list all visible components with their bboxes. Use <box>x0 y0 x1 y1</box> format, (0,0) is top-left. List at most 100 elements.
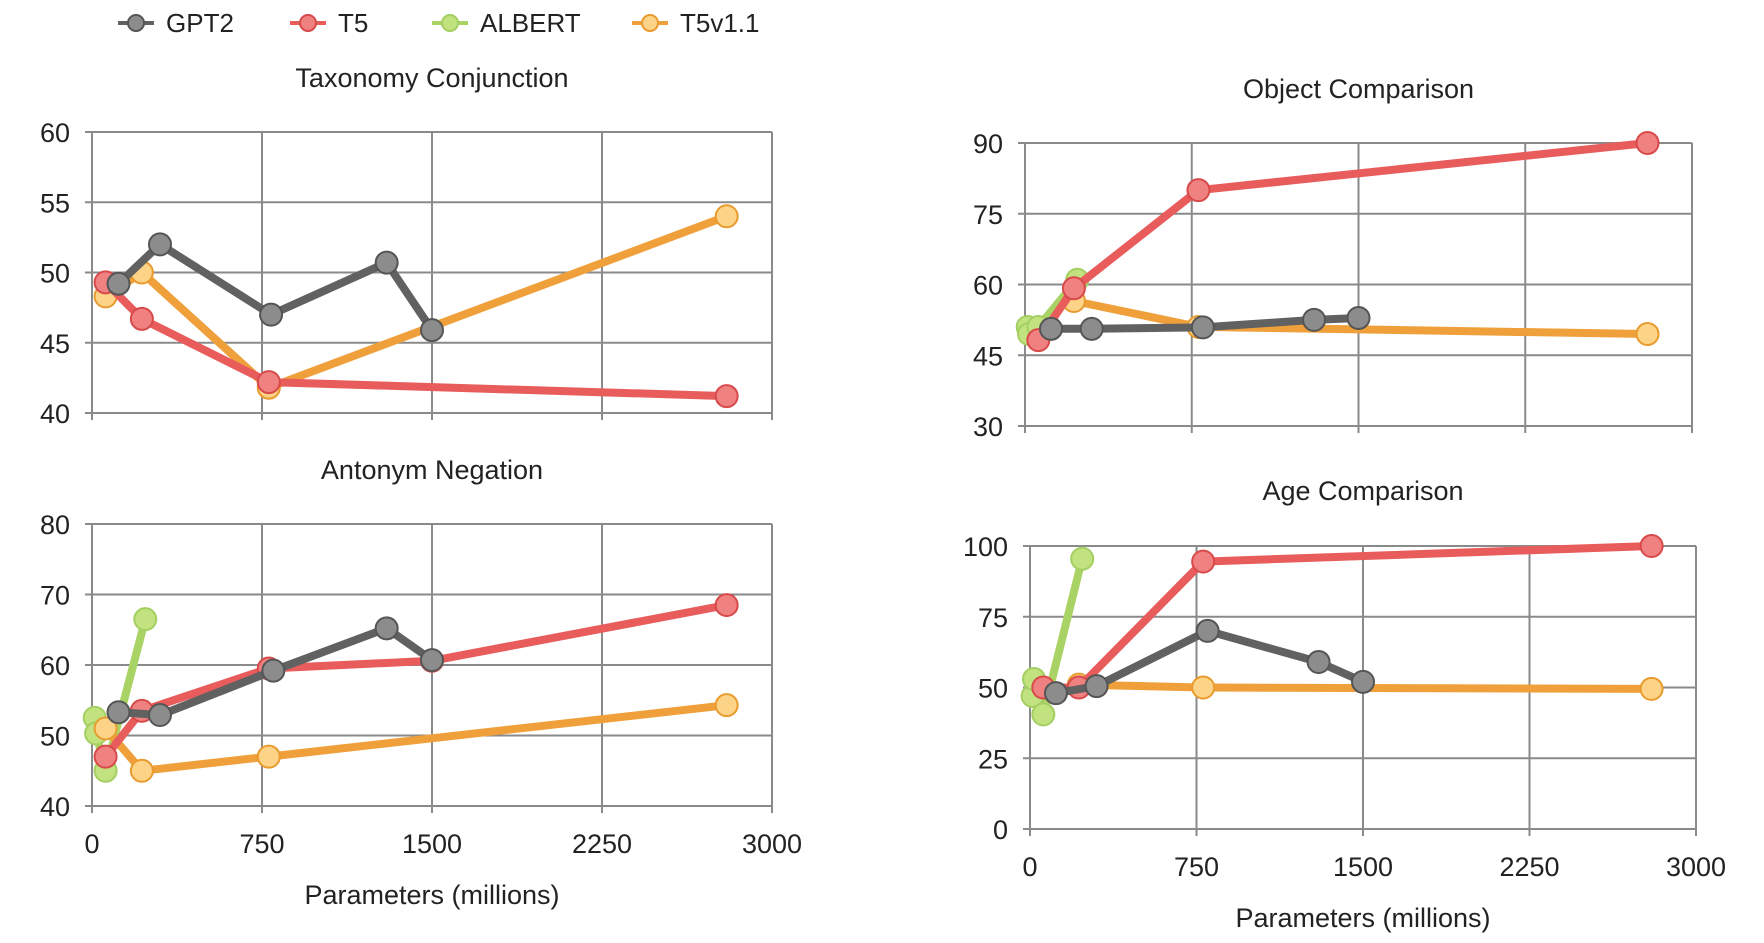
legend-marker <box>127 14 145 32</box>
x-tick-label: 3000 <box>1666 852 1726 882</box>
y-tick-label: 100 <box>963 532 1008 562</box>
y-tick-label: 75 <box>973 200 1003 230</box>
data-point <box>1190 315 1215 340</box>
y-tick-label: 25 <box>978 744 1008 774</box>
data-point <box>374 616 399 641</box>
y-tick-label: 40 <box>40 792 70 822</box>
data-point <box>1195 618 1220 643</box>
legend-marker <box>641 14 659 32</box>
data-point <box>1191 675 1216 700</box>
data-point <box>1639 534 1664 558</box>
data-point <box>256 370 281 395</box>
data-point <box>106 271 131 296</box>
series-gpt2 <box>1039 305 1371 341</box>
data-point <box>1639 676 1664 701</box>
chart-title: Object Comparison <box>1243 74 1474 104</box>
data-point <box>1351 669 1375 694</box>
data-point <box>93 744 118 769</box>
x-tick-label: 3000 <box>742 829 802 859</box>
x-tick-label: 1500 <box>1333 852 1393 882</box>
series-t5 <box>93 270 739 409</box>
data-point <box>374 250 399 275</box>
x-axis-label: Parameters (millions) <box>304 880 559 910</box>
legend-item-albert: ALBERT <box>432 8 581 38</box>
chart-title: Taxonomy Conjunction <box>295 63 568 93</box>
data-point <box>261 658 286 683</box>
y-tick-label: 55 <box>40 188 70 218</box>
x-tick-label: 2250 <box>1499 852 1559 882</box>
data-point <box>148 703 172 728</box>
chart-antonym-negation: Antonym Negation 40 50 60 70 80 0 750 1500 2250 30… <box>40 455 802 910</box>
series-t5v1-1 <box>93 693 739 783</box>
x-tick-label: 0 <box>1022 852 1037 882</box>
legend-marker <box>441 14 459 32</box>
y-tick-label: 80 <box>40 510 70 540</box>
y-tick-label: 70 <box>40 581 70 611</box>
data-point <box>1079 316 1104 341</box>
data-point <box>256 744 281 769</box>
x-tick-label: 0 <box>84 829 99 859</box>
y-tick-label: 60 <box>973 271 1003 301</box>
legend-label: T5 <box>338 8 368 38</box>
data-point <box>1084 674 1109 699</box>
data-point <box>420 648 444 673</box>
data-point <box>1346 305 1371 330</box>
data-point <box>1635 322 1660 347</box>
legend-label: T5v1.1 <box>680 8 760 38</box>
legend: GPT2 T5 ALBERT T5v1.1 <box>118 8 760 38</box>
y-tick-label: 60 <box>40 118 70 148</box>
y-tick-label: 50 <box>40 259 70 289</box>
chart-object-comparison: Object Comparison 30 45 60 75 90 <box>973 74 1693 442</box>
series-line <box>101 701 731 775</box>
x-tick-label: 1500 <box>402 829 462 859</box>
data-point <box>93 716 118 741</box>
data-point <box>1635 131 1660 155</box>
chart-age-comparison: Age Comparison 0 25 50 75 100 0 750 1500 2250 3000… <box>963 476 1726 933</box>
series-line <box>1034 139 1652 345</box>
data-point <box>1043 681 1068 706</box>
series-line <box>101 278 731 401</box>
grid <box>1018 142 1693 433</box>
chart-title: Age Comparison <box>1262 476 1463 506</box>
grid <box>85 131 773 420</box>
y-tick-label: 30 <box>973 412 1003 442</box>
y-tick-label: 45 <box>973 341 1003 371</box>
y-tick-label: 60 <box>40 651 70 681</box>
data-point <box>420 318 444 343</box>
data-point <box>106 700 131 725</box>
y-tick-label: 50 <box>40 722 70 752</box>
series-gpt2 <box>106 232 444 343</box>
series-t5 <box>1026 131 1660 353</box>
data-point <box>714 384 739 409</box>
series-gpt2 <box>106 616 444 728</box>
legend-item-gpt2: GPT2 <box>118 8 234 38</box>
data-point <box>1061 276 1086 301</box>
x-axis-label: Parameters (millions) <box>1235 903 1490 933</box>
data-point <box>259 302 284 327</box>
y-tick-label: 40 <box>40 399 70 429</box>
legend-marker <box>299 14 317 32</box>
data-point <box>1186 178 1211 203</box>
y-tick-label: 75 <box>978 603 1008 633</box>
chart-title: Antonym Negation <box>321 455 543 485</box>
series-line <box>101 601 731 761</box>
y-tick-label: 50 <box>978 674 1008 704</box>
data-point <box>1039 316 1064 341</box>
x-tick-label: 750 <box>239 829 284 859</box>
y-tick-label: 0 <box>993 815 1008 845</box>
chart-taxonomy-conjunction: Taxonomy Conjunction 40 45 50 55 60 <box>40 63 773 429</box>
data-point <box>714 693 739 718</box>
series-gpt2 <box>1043 618 1375 706</box>
data-point <box>133 607 158 632</box>
data-point <box>129 758 154 783</box>
legend-item-t5v1-1: T5v1.1 <box>632 8 760 38</box>
data-point <box>1070 546 1095 571</box>
data-point <box>714 593 739 618</box>
x-tick-label: 2250 <box>572 829 632 859</box>
data-point <box>1306 650 1331 675</box>
data-point <box>1191 549 1216 574</box>
legend-item-t5: T5 <box>290 8 368 38</box>
